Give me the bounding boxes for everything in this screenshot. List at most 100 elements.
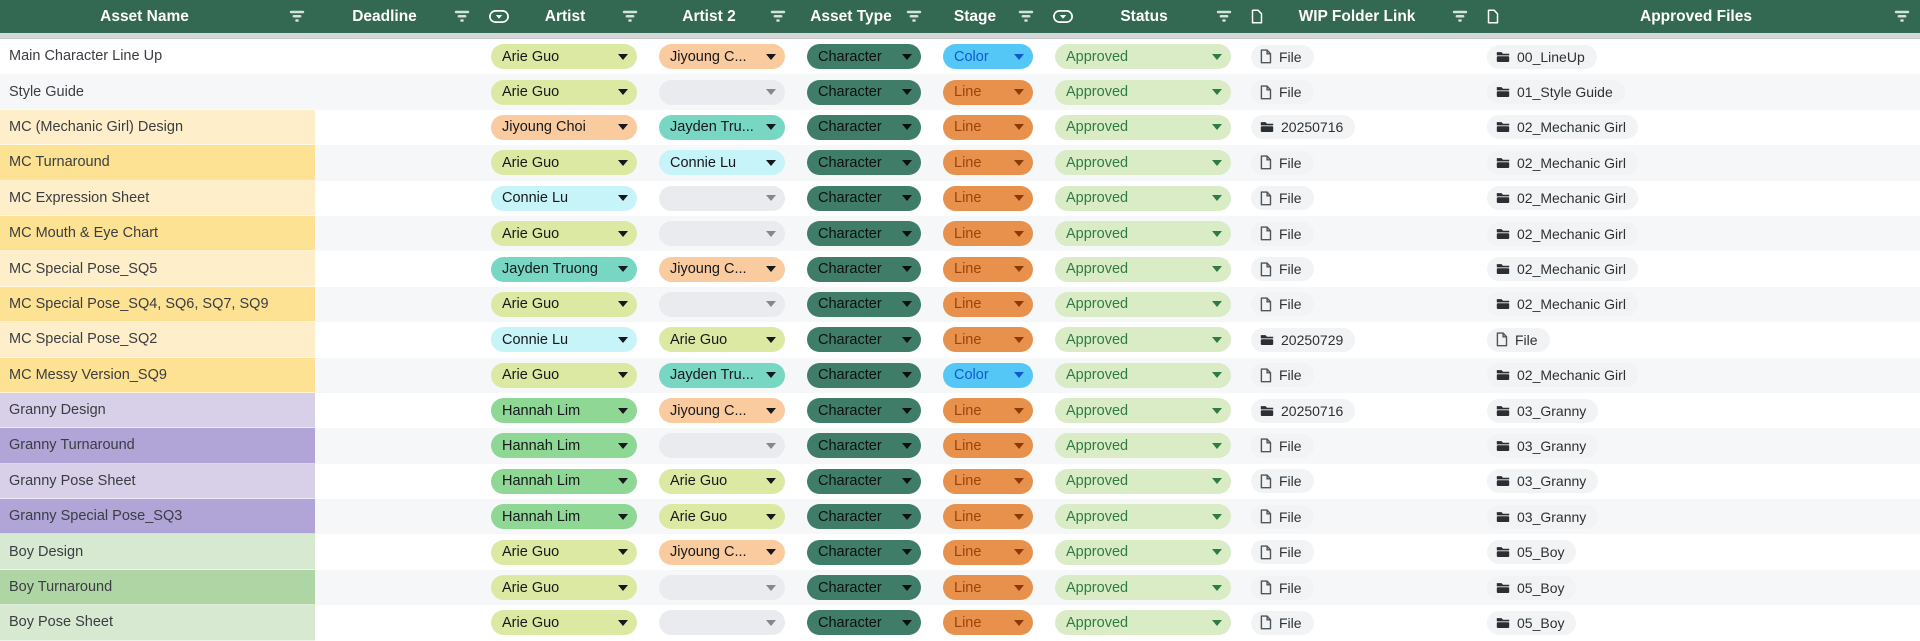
file-chip[interactable]: File — [1487, 327, 1550, 352]
artist-dropdown-chip[interactable]: Hannah Lim — [491, 468, 637, 494]
cell-asset-name[interactable]: MC Turnaround — [0, 145, 315, 181]
status-dropdown-chip[interactable]: Approved — [1055, 79, 1231, 105]
folder-chip[interactable]: 05_Boy — [1487, 575, 1577, 600]
stage-dropdown-chip[interactable]: Line — [943, 504, 1033, 530]
folder-chip[interactable]: 03_Granny — [1487, 433, 1599, 458]
folder-chip[interactable]: 02_Mechanic Girl — [1487, 221, 1638, 246]
status-dropdown-chip[interactable]: Approved — [1055, 256, 1231, 282]
cell-deadline[interactable] — [315, 74, 480, 110]
folder-chip[interactable]: 01_Style Guide — [1487, 80, 1625, 105]
artist2-dropdown-chip[interactable] — [659, 575, 785, 601]
cell-asset-name[interactable]: MC (Mechanic Girl) Design — [0, 109, 315, 146]
file-chip[interactable]: File — [1251, 469, 1314, 494]
cell-asset-name[interactable]: Boy Turnaround — [0, 569, 315, 606]
status-dropdown-chip[interactable]: Approved — [1055, 221, 1231, 247]
cell-deadline[interactable] — [315, 357, 480, 393]
stage-dropdown-chip[interactable]: Line — [943, 185, 1033, 211]
stage-dropdown-chip[interactable]: Line — [943, 221, 1033, 247]
filter-button[interactable] — [1017, 8, 1035, 26]
folder-chip[interactable]: 02_Mechanic Girl — [1487, 363, 1638, 388]
folder-chip[interactable]: 02_Mechanic Girl — [1487, 257, 1638, 282]
artist2-dropdown-chip[interactable]: Connie Lu — [659, 150, 785, 176]
status-dropdown-chip[interactable]: Approved — [1055, 504, 1231, 530]
artist-dropdown-chip[interactable]: Connie Lu — [491, 327, 637, 353]
artist2-dropdown-chip[interactable]: Jayden Tru... — [659, 114, 785, 140]
cell-deadline[interactable] — [315, 322, 480, 358]
cell-deadline[interactable] — [315, 569, 480, 606]
cell-deadline[interactable] — [315, 109, 480, 146]
asset-type-dropdown-chip[interactable]: Character — [807, 185, 921, 211]
status-dropdown-chip[interactable]: Approved — [1055, 433, 1231, 459]
cell-deadline[interactable] — [315, 251, 480, 287]
artist-dropdown-chip[interactable]: Jiyoung Choi — [491, 114, 637, 140]
filter-button[interactable] — [769, 8, 787, 26]
status-dropdown-chip[interactable]: Approved — [1055, 575, 1231, 601]
cell-deadline[interactable] — [315, 145, 480, 181]
file-chip[interactable]: File — [1251, 433, 1314, 458]
cell-asset-name[interactable]: MC Special Pose_SQ5 — [0, 251, 315, 287]
asset-type-dropdown-chip[interactable]: Character — [807, 539, 921, 565]
cell-deadline[interactable] — [315, 392, 480, 429]
file-chip[interactable]: File — [1251, 80, 1314, 105]
artist2-dropdown-chip[interactable] — [659, 185, 785, 211]
cell-deadline[interactable] — [315, 215, 480, 252]
artist-dropdown-chip[interactable]: Hannah Lim — [491, 504, 637, 530]
stage-dropdown-chip[interactable]: Color — [943, 362, 1033, 388]
folder-chip[interactable]: 00_LineUp — [1487, 44, 1597, 69]
artist2-dropdown-chip[interactable]: Arie Guo — [659, 504, 785, 530]
stage-dropdown-chip[interactable]: Line — [943, 114, 1033, 140]
file-chip[interactable]: File — [1251, 610, 1314, 635]
stage-dropdown-chip[interactable]: Line — [943, 468, 1033, 494]
folder-chip[interactable]: 20250716 — [1251, 115, 1356, 140]
status-dropdown-chip[interactable]: Approved — [1055, 150, 1231, 176]
header-cell-wip[interactable]: WIP Folder Link — [1242, 0, 1478, 33]
cell-asset-name[interactable]: Granny Special Pose_SQ3 — [0, 499, 315, 535]
status-dropdown-chip[interactable]: Approved — [1055, 362, 1231, 388]
cell-asset-name[interactable]: MC Expression Sheet — [0, 180, 315, 216]
stage-dropdown-chip[interactable]: Line — [943, 398, 1033, 424]
filter-button[interactable] — [621, 8, 639, 26]
cell-asset-name[interactable]: MC Special Pose_SQ4, SQ6, SQ7, SQ9 — [0, 286, 315, 323]
cell-deadline[interactable] — [315, 428, 480, 464]
file-chip[interactable]: File — [1251, 150, 1314, 175]
cell-deadline[interactable] — [315, 286, 480, 323]
folder-chip[interactable]: 02_Mechanic Girl — [1487, 292, 1638, 317]
folder-chip[interactable]: 05_Boy — [1487, 540, 1577, 565]
asset-type-dropdown-chip[interactable]: Character — [807, 256, 921, 282]
status-dropdown-chip[interactable]: Approved — [1055, 539, 1231, 565]
header-cell-asset_type[interactable]: Asset Type — [796, 0, 932, 33]
folder-chip[interactable]: 20250716 — [1251, 398, 1356, 423]
artist-dropdown-chip[interactable]: Arie Guo — [491, 150, 637, 176]
cell-asset-name[interactable]: Boy Design — [0, 534, 315, 570]
file-chip[interactable]: File — [1251, 221, 1314, 246]
artist-dropdown-chip[interactable]: Arie Guo — [491, 79, 637, 105]
artist-dropdown-chip[interactable]: Arie Guo — [491, 575, 637, 601]
asset-type-dropdown-chip[interactable]: Character — [807, 79, 921, 105]
artist-dropdown-chip[interactable]: Arie Guo — [491, 362, 637, 388]
stage-dropdown-chip[interactable]: Line — [943, 79, 1033, 105]
cell-deadline[interactable] — [315, 499, 480, 535]
cell-asset-name[interactable]: Boy Pose Sheet — [0, 605, 315, 641]
stage-dropdown-chip[interactable]: Line — [943, 433, 1033, 459]
asset-type-dropdown-chip[interactable]: Character — [807, 504, 921, 530]
file-chip[interactable]: File — [1251, 44, 1314, 69]
artist2-dropdown-chip[interactable] — [659, 291, 785, 317]
artist-dropdown-chip[interactable]: Arie Guo — [491, 610, 637, 636]
asset-type-dropdown-chip[interactable]: Character — [807, 291, 921, 317]
cell-asset-name[interactable]: Main Character Line Up — [0, 39, 315, 75]
folder-chip[interactable]: 05_Boy — [1487, 610, 1577, 635]
stage-dropdown-chip[interactable]: Line — [943, 291, 1033, 317]
header-cell-approved[interactable]: Approved Files — [1478, 0, 1920, 33]
asset-type-dropdown-chip[interactable]: Character — [807, 433, 921, 459]
status-dropdown-chip[interactable]: Approved — [1055, 468, 1231, 494]
stage-dropdown-chip[interactable]: Line — [943, 575, 1033, 601]
asset-type-dropdown-chip[interactable]: Character — [807, 468, 921, 494]
artist-dropdown-chip[interactable]: Arie Guo — [491, 221, 637, 247]
asset-type-dropdown-chip[interactable]: Character — [807, 114, 921, 140]
header-cell-asset_name[interactable]: Asset Name — [0, 0, 315, 33]
cell-deadline[interactable] — [315, 39, 480, 75]
filter-button[interactable] — [1451, 8, 1469, 26]
status-dropdown-chip[interactable]: Approved — [1055, 114, 1231, 140]
cell-asset-name[interactable]: Granny Turnaround — [0, 428, 315, 464]
folder-chip[interactable]: 03_Granny — [1487, 504, 1599, 529]
